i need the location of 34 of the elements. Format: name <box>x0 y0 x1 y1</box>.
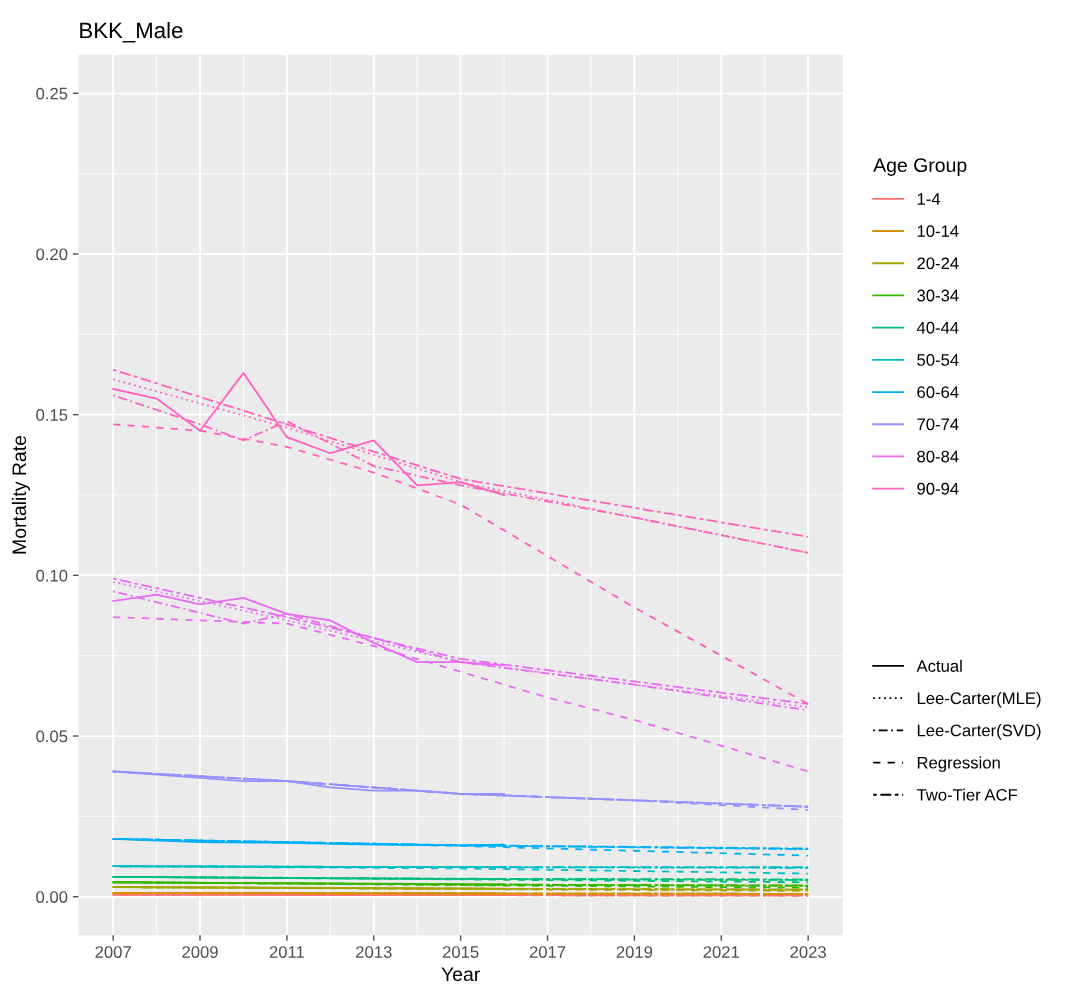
x-tick-label: 2017 <box>529 946 566 958</box>
legend-label: 60-64 <box>917 386 959 399</box>
x-tick-label: 2011 <box>269 946 305 958</box>
y-tick-label: 0.15 <box>36 409 68 421</box>
legend-label: 50-54 <box>917 354 959 366</box>
legend-label: 90-94 <box>917 482 959 495</box>
legend-title: Age Group <box>873 158 967 176</box>
text: Actual <box>916 659 962 672</box>
y-tick-label: 0.05 <box>36 730 68 743</box>
text: Two-Tier ACF <box>916 788 1018 801</box>
x-axis-title: Year <box>441 967 480 982</box>
x-tick-label: 2013 <box>356 946 392 958</box>
text: Regression <box>917 756 1000 772</box>
text: Lee-Carter(MLE) <box>917 691 1041 708</box>
legend-label: 70-74 <box>917 418 959 431</box>
text: Lee-Carter(SVD) <box>917 724 1041 740</box>
legend-label: 10-14 <box>917 225 959 238</box>
y-axis-title: Mortality Rate <box>11 435 30 554</box>
x-tick-label: 2007 <box>95 946 131 958</box>
legend-label: 30-34 <box>917 289 959 302</box>
x-tick-label: 2019 <box>616 946 653 958</box>
x-tick-label: 2021 <box>703 946 739 958</box>
x-tick-label: 2023 <box>790 946 826 958</box>
x-tick-label: 2009 <box>182 946 218 958</box>
y-tick-label: 0.20 <box>36 248 68 261</box>
legend-label: 40-44 <box>916 321 959 334</box>
legend-label: 20-24 <box>917 257 959 270</box>
y-tick-label: 0.25 <box>36 87 68 100</box>
y-tick-label: 0.10 <box>36 569 68 582</box>
legend-label: 80-84 <box>917 450 959 463</box>
legend-label: 1-4 <box>917 193 941 205</box>
x-tick-label: 2015 <box>442 946 479 958</box>
y-tick-label: 0.00 <box>36 891 68 903</box>
chart-title: BKK_Male <box>80 21 183 43</box>
